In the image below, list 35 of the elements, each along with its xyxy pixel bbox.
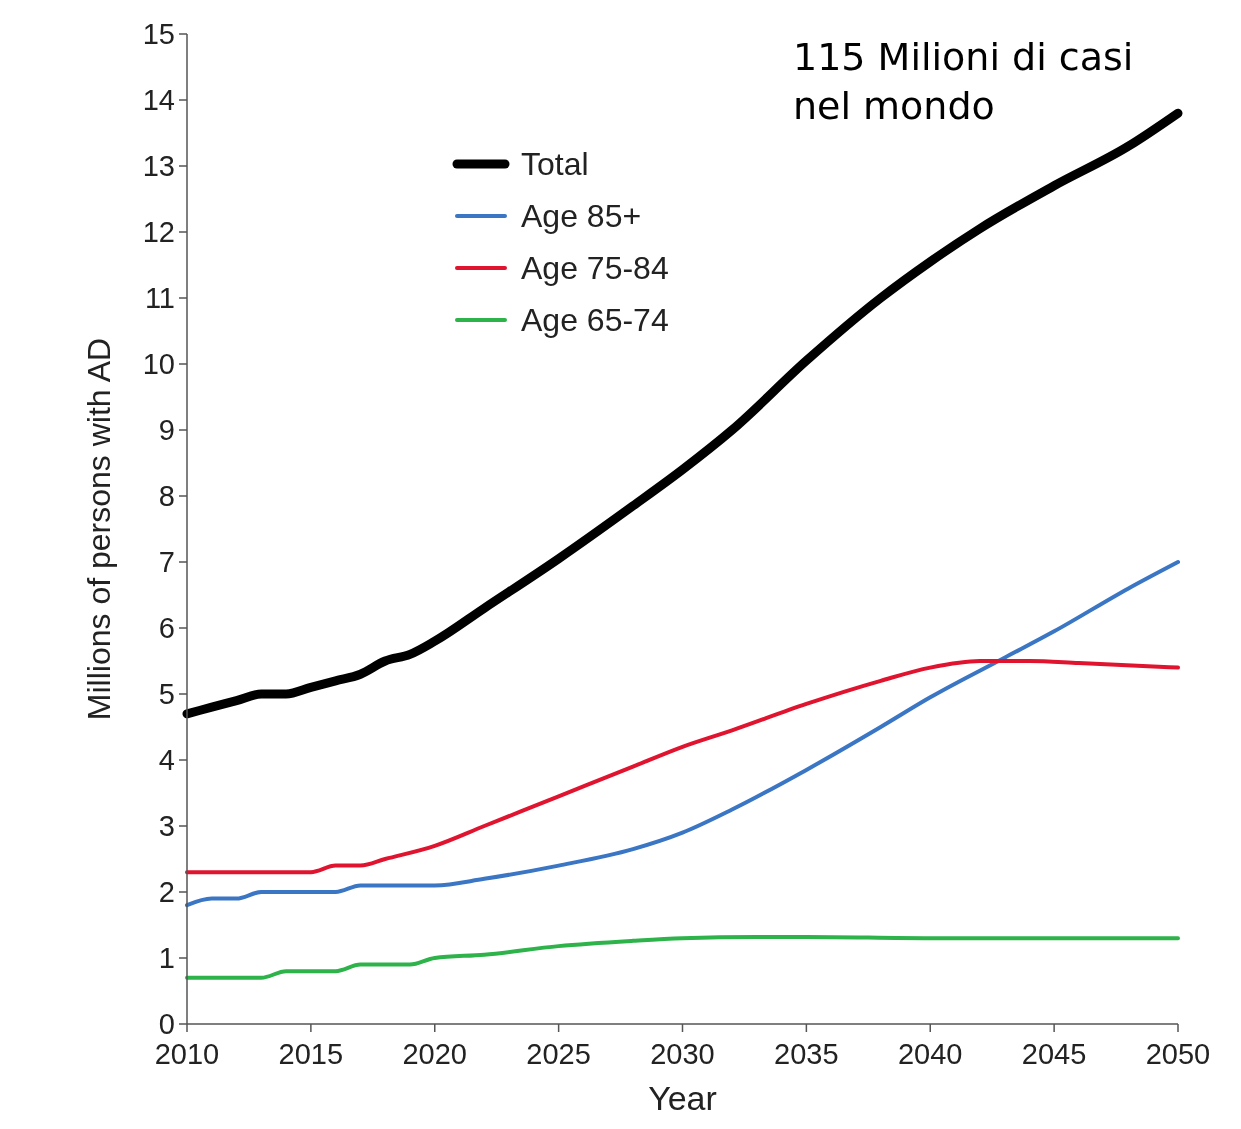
y-tick-label: 6 [158, 612, 175, 645]
y-tick-label: 15 [142, 18, 175, 51]
y-tick-label: 14 [142, 84, 175, 117]
line-series [185, 560, 1180, 908]
y-tick-label: 5 [158, 678, 175, 711]
x-tick-label: 2040 [897, 1038, 963, 1070]
x-tick-label: 2010 [154, 1038, 220, 1070]
x-tick-label: 2045 [1021, 1038, 1087, 1070]
y-tick-label: 12 [142, 216, 175, 249]
y-tick-label: 8 [158, 480, 175, 513]
x-tick-label: 2020 [402, 1038, 468, 1070]
y-tick-label: 0 [158, 1008, 175, 1041]
y-tick-label: 3 [158, 810, 175, 843]
legend-label: Age 85+ [521, 198, 642, 235]
y-tick-label: 13 [142, 150, 175, 183]
x-tick-label: 2015 [278, 1038, 344, 1070]
y-tick-label: 9 [158, 414, 175, 447]
y-tick-label: 4 [158, 744, 175, 777]
x-tick-label: 2030 [650, 1038, 715, 1070]
legend-label: Total [521, 146, 589, 183]
x-tick-label: 2035 [774, 1038, 839, 1070]
line-series [185, 659, 1180, 875]
x-axis-title: Year [648, 1079, 717, 1117]
y-tick-label: 1 [158, 942, 175, 975]
line-series [185, 934, 1180, 980]
x-tick-label: 2050 [1145, 1038, 1211, 1070]
legend-label: Age 65-74 [521, 302, 669, 339]
y-tick-label: 7 [158, 546, 175, 579]
legend-label: Age 75-84 [521, 250, 669, 287]
y-axis-title: Millions of persons with AD [81, 337, 117, 721]
x-tick-label: 2025 [526, 1038, 591, 1070]
annotation: 115 Milioni di casi nel mondo [793, 35, 1134, 129]
y-tick-label: 2 [158, 876, 175, 909]
y-tick-label: 11 [144, 282, 175, 315]
y-tick-label: 10 [142, 348, 175, 381]
